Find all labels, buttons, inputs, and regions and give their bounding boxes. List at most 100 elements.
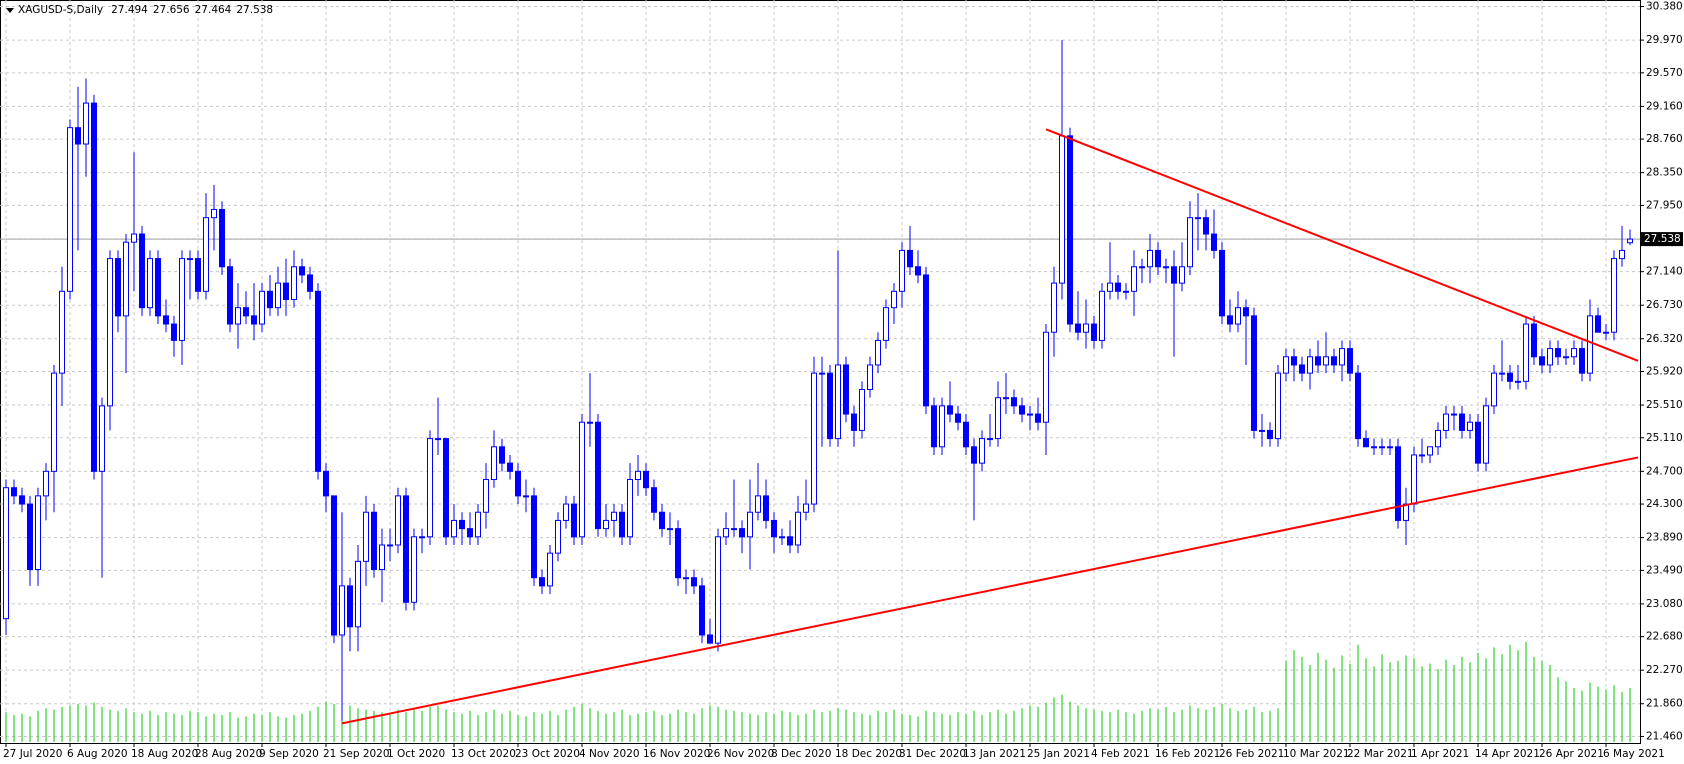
candle-body	[1251, 315, 1257, 431]
candle-body	[315, 290, 321, 472]
y-tick-label: 23.490	[1646, 564, 1683, 576]
candle-body	[91, 102, 97, 472]
candle-body	[667, 528, 673, 531]
y-tick-label: 25.110	[1646, 432, 1683, 444]
candle-body	[323, 470, 329, 497]
candle-body	[83, 102, 89, 145]
candle-body	[363, 511, 369, 562]
x-tick-label: 26 Apr 2021	[1539, 748, 1604, 760]
plot-frame	[0, 0, 1641, 744]
candle-body	[651, 487, 657, 513]
candle-body	[1003, 397, 1009, 400]
candle-body	[419, 536, 425, 539]
candle-body	[1323, 356, 1329, 366]
candle-body	[1283, 356, 1289, 374]
x-tick-label: 1 Apr 2021	[1411, 748, 1469, 760]
header-open: 27.494	[111, 4, 148, 16]
candle-body	[595, 421, 601, 530]
x-tick-label: 8 Dec 2020	[771, 748, 831, 760]
chart-title: XAGUSD-S,Daily	[18, 4, 103, 16]
candle-body	[11, 487, 17, 497]
candle-body	[227, 266, 233, 325]
candle-body	[291, 266, 297, 300]
candle-body	[979, 438, 985, 464]
candle-body	[1155, 249, 1161, 268]
candle-body	[171, 323, 177, 341]
x-tick-label: 25 Jan 2021	[1027, 748, 1090, 760]
candle-body	[795, 511, 801, 546]
candle-body	[1595, 315, 1601, 333]
candle-body	[1171, 266, 1177, 284]
candle-body	[347, 585, 353, 628]
candle-body	[835, 364, 841, 440]
candle-body	[611, 511, 617, 521]
candle-body	[1195, 217, 1201, 220]
header-high: 27.656	[153, 4, 190, 16]
candle-body	[915, 266, 921, 276]
candle-body	[755, 495, 761, 513]
candle-body	[275, 282, 281, 309]
candle-body	[1035, 413, 1041, 423]
candle-body	[787, 536, 793, 546]
candle-body	[1443, 413, 1449, 431]
candle-body	[579, 421, 585, 538]
x-tick-label: 10 Mar 2021	[1283, 748, 1350, 760]
candle-body	[1427, 446, 1433, 456]
y-tick-label: 26.730	[1646, 299, 1683, 311]
candle-body	[1395, 446, 1401, 521]
x-tick-label: 6 May 2021	[1603, 748, 1665, 760]
candle-body	[563, 503, 569, 521]
candle-body	[883, 307, 889, 341]
candle-body	[1499, 372, 1505, 375]
candle-body	[1363, 438, 1369, 448]
candle-body	[659, 511, 665, 530]
candle-body	[371, 511, 377, 571]
candle-body	[123, 241, 129, 317]
x-tick-label: 26 Feb 2021	[1219, 748, 1284, 760]
candle-body	[899, 249, 905, 292]
candle-body	[1091, 323, 1097, 341]
x-tick-label: 22 Mar 2021	[1347, 748, 1414, 760]
candle-body	[771, 519, 777, 538]
candle-body	[779, 536, 785, 539]
candle-body	[435, 438, 441, 441]
candle-body	[1187, 217, 1193, 268]
candle-body	[867, 364, 873, 391]
candle-body	[467, 528, 473, 538]
candle-body	[515, 470, 521, 497]
candle-body	[675, 528, 681, 579]
candle-body	[395, 495, 401, 546]
candle-body	[859, 389, 865, 431]
y-tick-label: 22.680	[1646, 631, 1683, 643]
x-tick-label: 4 Nov 2020	[579, 748, 640, 760]
candle-body	[1387, 446, 1393, 449]
candle-body	[1083, 323, 1089, 333]
candle-body	[1379, 446, 1385, 449]
candle-body	[1043, 331, 1049, 423]
x-tick-label: 14 Apr 2021	[1475, 748, 1540, 760]
candle-body	[1123, 290, 1129, 293]
candle-body	[1371, 446, 1377, 449]
candle-body	[51, 372, 57, 472]
candle-body	[1107, 282, 1113, 292]
candle-body	[875, 339, 881, 366]
candle-body	[603, 519, 609, 530]
trend-line	[1045, 128, 1639, 362]
candle-body	[499, 446, 505, 464]
candle-body	[931, 405, 937, 448]
candle-body	[107, 258, 113, 407]
x-tick-label: 23 Oct 2020	[515, 748, 580, 760]
y-tick-label: 22.270	[1646, 664, 1683, 676]
y-tick-label: 25.510	[1646, 399, 1683, 411]
candle-body	[1451, 413, 1457, 416]
candle-body	[723, 528, 729, 538]
candle-body	[67, 127, 73, 292]
y-tick-label: 24.700	[1646, 465, 1683, 477]
candle-body	[219, 208, 225, 268]
candle-body	[715, 536, 721, 644]
y-tick-label: 25.920	[1646, 366, 1683, 378]
candle-body	[163, 315, 169, 325]
candle-body	[819, 372, 825, 375]
candle-body	[811, 372, 817, 505]
